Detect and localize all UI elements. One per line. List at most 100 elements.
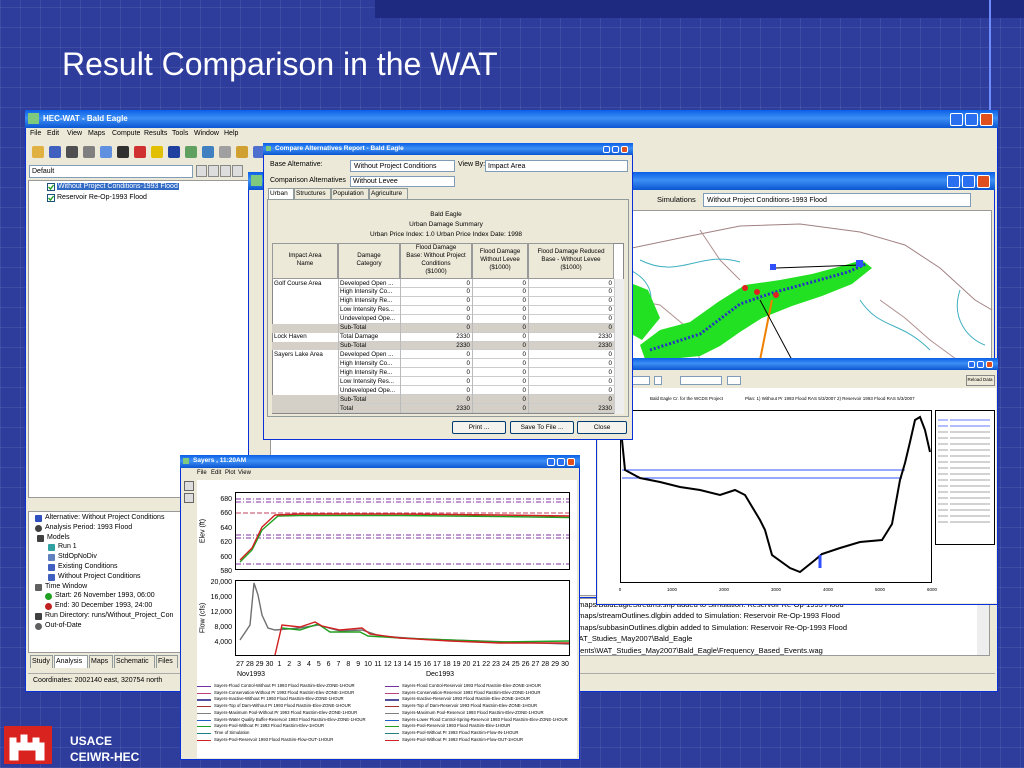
reload-button[interactable] [966, 375, 995, 386]
minimize-button[interactable] [968, 360, 975, 368]
menu-item[interactable]: Compute [112, 130, 141, 137]
menu-item[interactable]: Plot [225, 470, 236, 476]
maximize-button[interactable] [612, 145, 619, 153]
tree-item[interactable]: Reservoir Re-Op-1993 Flood [57, 194, 147, 201]
cell-border [400, 296, 401, 306]
toolbar-button[interactable] [202, 146, 214, 158]
x-tick-label: 11 [374, 661, 382, 668]
tab[interactable] [114, 655, 155, 668]
button[interactable] [510, 421, 574, 434]
checkbox[interactable] [47, 183, 55, 191]
minimize-button[interactable] [950, 112, 963, 126]
tab-label[interactable]: Analysis [56, 658, 83, 665]
toolbar-button[interactable] [83, 146, 95, 158]
maximize-button[interactable] [557, 457, 565, 466]
profile-dropdown[interactable] [680, 376, 722, 385]
menu-item[interactable]: File [197, 470, 207, 476]
tree-button[interactable] [196, 165, 207, 177]
toolbar-button[interactable] [185, 146, 197, 158]
close-button[interactable] [977, 174, 990, 188]
menu-item[interactable]: Edit [211, 470, 222, 476]
simulation-dropdown[interactable] [703, 193, 971, 207]
tab[interactable] [294, 188, 331, 199]
close-button[interactable] [621, 145, 628, 153]
button[interactable] [452, 421, 506, 434]
toolbar-button[interactable] [253, 146, 265, 158]
minimize-button[interactable] [547, 457, 555, 466]
tab-label[interactable]: Schematic [116, 658, 149, 665]
tree-button[interactable] [232, 165, 243, 177]
tab-label[interactable]: Agriculture [371, 190, 403, 197]
y-tick-label: 4,000 [214, 639, 232, 646]
toolbar-button[interactable] [66, 146, 78, 158]
toolbar-button[interactable] [151, 146, 163, 158]
toolbar-button[interactable] [100, 146, 112, 158]
tab[interactable] [54, 655, 88, 668]
profile-dropdown[interactable] [654, 376, 662, 385]
dropdown[interactable] [29, 165, 193, 178]
button-label[interactable]: Print ... [468, 424, 490, 431]
detail-item: End: 30 December 1993, 24:00 [55, 602, 153, 610]
toolbar-button[interactable] [49, 146, 61, 158]
toolbar-button[interactable] [117, 146, 129, 158]
maximize-button[interactable] [977, 360, 984, 368]
tab[interactable] [369, 188, 408, 199]
menu-item[interactable]: Tools [172, 130, 189, 137]
tab-label[interactable]: Files [158, 658, 173, 665]
tree-button[interactable] [208, 165, 219, 177]
tree-item[interactable]: Without Project Conditions-1993 Flood [57, 183, 179, 190]
tool-button[interactable] [184, 481, 194, 491]
damage-value: 0 [608, 288, 612, 296]
view-dropdown[interactable] [485, 160, 628, 172]
close-button[interactable] [980, 112, 993, 126]
tab-label[interactable]: Maps [91, 658, 109, 665]
damage-category: Low Intensity Res... [340, 377, 394, 385]
report-header: Bald Eagle [430, 211, 462, 218]
tab[interactable] [89, 655, 113, 668]
menu-item[interactable]: View [238, 470, 251, 476]
close-button[interactable] [986, 360, 993, 368]
column-header [400, 243, 472, 279]
maximize-button[interactable] [962, 174, 975, 188]
toolbar-button[interactable] [219, 146, 231, 158]
button-label[interactable]: Save To File ... [520, 424, 564, 431]
toolbar-button[interactable] [168, 146, 180, 158]
tab[interactable] [268, 188, 294, 199]
cell-border [338, 332, 339, 342]
maximize-button[interactable] [965, 112, 978, 126]
tab[interactable] [30, 655, 53, 668]
tab[interactable] [331, 188, 369, 199]
menu-item[interactable]: Maps [88, 130, 106, 137]
profile-dropdown[interactable] [727, 376, 741, 385]
menu-item[interactable]: Edit [47, 130, 60, 137]
tab-label[interactable]: Structures [296, 190, 326, 197]
toolbar-button[interactable] [134, 146, 146, 158]
base-box[interactable] [350, 160, 455, 172]
menu-item[interactable]: Window [194, 130, 219, 137]
minimize-button[interactable] [603, 145, 610, 153]
tab-label[interactable]: Urban [270, 190, 288, 197]
close-button[interactable] [567, 457, 575, 466]
minimize-button[interactable] [947, 174, 960, 188]
toolbar-button[interactable] [32, 146, 44, 158]
button-label[interactable]: Close [593, 424, 611, 431]
tool-button[interactable] [184, 493, 194, 503]
x-tick-label: 19 [452, 661, 461, 668]
menu-item[interactable]: Help [224, 130, 239, 137]
checkbox[interactable] [47, 194, 55, 202]
reload-label[interactable]: Reload Data [967, 377, 993, 382]
tab[interactable] [156, 655, 178, 668]
menu-item[interactable]: View [67, 130, 83, 137]
menu-item[interactable]: File [30, 130, 42, 137]
tab-label[interactable]: Study [32, 658, 50, 665]
toolbar-button[interactable] [236, 146, 248, 158]
damage-category: Low Intensity Res... [340, 306, 394, 314]
tab-label[interactable]: Population [333, 190, 364, 197]
tree-button[interactable] [220, 165, 231, 177]
detail-item: Start: 26 November 1993, 06:00 [55, 592, 155, 600]
button[interactable] [577, 421, 627, 434]
x-tick-label: 6000 [926, 587, 938, 592]
comparison-box[interactable] [350, 176, 455, 187]
slide-title: Result Comparison in the WAT [62, 46, 498, 82]
menu-item[interactable]: Results [144, 130, 168, 137]
